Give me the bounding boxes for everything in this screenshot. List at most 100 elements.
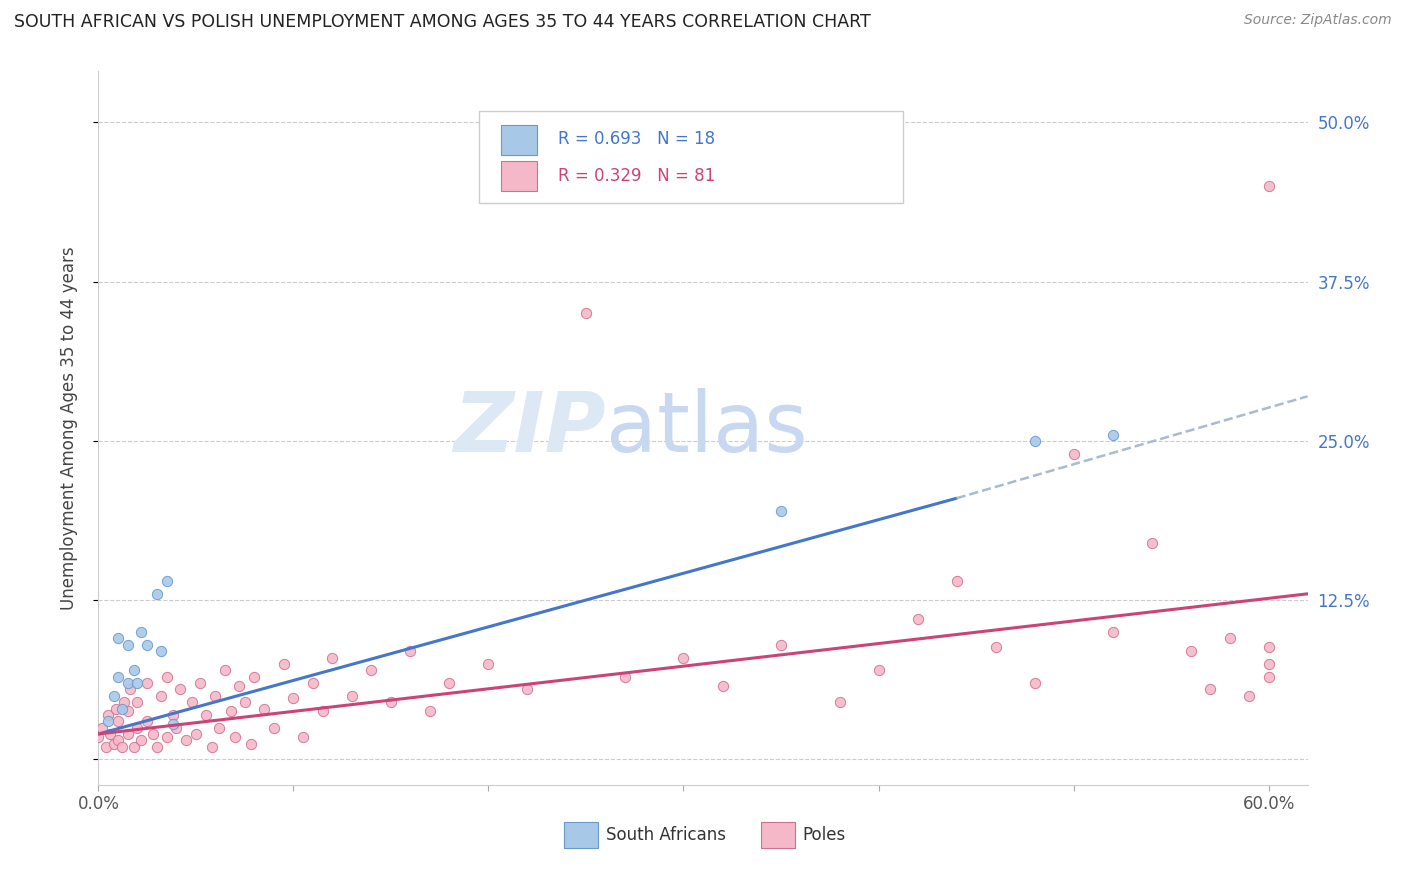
Point — [1063, 447, 1085, 461]
Point — [200, 739, 222, 754]
Point — [103, 689, 125, 703]
Point — [87, 730, 110, 744]
Point — [208, 721, 231, 735]
Point — [828, 695, 851, 709]
FancyBboxPatch shape — [501, 125, 537, 155]
Point — [181, 695, 204, 709]
Point — [98, 727, 121, 741]
Point — [769, 504, 792, 518]
Point — [312, 704, 335, 718]
FancyBboxPatch shape — [479, 111, 903, 203]
Point — [1257, 640, 1279, 655]
Point — [516, 682, 538, 697]
Point — [136, 676, 159, 690]
Point — [117, 704, 139, 718]
Y-axis label: Unemployment Among Ages 35 to 44 years: Unemployment Among Ages 35 to 44 years — [59, 246, 77, 610]
Point — [1180, 644, 1202, 658]
Point — [131, 625, 153, 640]
Point — [112, 695, 135, 709]
Point — [214, 663, 236, 677]
Point — [169, 682, 191, 697]
Point — [273, 657, 295, 671]
Point — [174, 733, 197, 747]
Point — [97, 714, 120, 729]
Point — [156, 730, 179, 744]
Point — [149, 689, 172, 703]
Point — [253, 701, 276, 715]
Point — [769, 638, 792, 652]
Point — [233, 695, 256, 709]
Point — [103, 737, 125, 751]
Text: South Africans: South Africans — [606, 826, 727, 844]
Point — [439, 676, 461, 690]
Point — [146, 587, 169, 601]
Point — [1257, 657, 1279, 671]
Point — [97, 707, 120, 722]
Point — [907, 612, 929, 626]
Point — [228, 679, 250, 693]
Point — [149, 644, 172, 658]
Point — [107, 714, 129, 729]
Point — [243, 670, 266, 684]
Point — [194, 707, 217, 722]
Point — [118, 682, 141, 697]
Point — [672, 650, 695, 665]
Point — [127, 676, 149, 690]
Point — [188, 676, 211, 690]
Point — [111, 701, 134, 715]
Point — [292, 730, 315, 744]
Point — [117, 638, 139, 652]
Point — [1101, 427, 1123, 442]
Point — [340, 689, 363, 703]
FancyBboxPatch shape — [564, 822, 598, 847]
Point — [1024, 434, 1046, 448]
Point — [111, 739, 134, 754]
Point — [204, 689, 226, 703]
Text: Poles: Poles — [803, 826, 845, 844]
Point — [477, 657, 499, 671]
Point — [1101, 625, 1123, 640]
Point — [142, 727, 165, 741]
Text: Source: ZipAtlas.com: Source: ZipAtlas.com — [1244, 13, 1392, 28]
Point — [117, 676, 139, 690]
Text: atlas: atlas — [606, 388, 808, 468]
Point — [165, 721, 187, 735]
Point — [399, 644, 422, 658]
Point — [1140, 536, 1163, 550]
Point — [868, 663, 890, 677]
Point — [360, 663, 382, 677]
Point — [122, 739, 145, 754]
Text: R = 0.329   N = 81: R = 0.329 N = 81 — [558, 168, 716, 186]
Point — [1237, 689, 1260, 703]
Point — [419, 704, 441, 718]
Point — [122, 663, 145, 677]
Point — [104, 701, 127, 715]
Point — [1024, 676, 1046, 690]
Text: SOUTH AFRICAN VS POLISH UNEMPLOYMENT AMONG AGES 35 TO 44 YEARS CORRELATION CHART: SOUTH AFRICAN VS POLISH UNEMPLOYMENT AMO… — [14, 13, 870, 31]
Text: ZIP: ZIP — [454, 388, 606, 468]
Point — [117, 727, 139, 741]
Point — [156, 574, 179, 588]
Point — [136, 714, 159, 729]
Point — [614, 670, 637, 684]
Point — [127, 721, 149, 735]
Point — [107, 670, 129, 684]
Point — [263, 721, 285, 735]
Point — [127, 695, 149, 709]
Point — [162, 707, 184, 722]
Point — [380, 695, 402, 709]
Point — [945, 574, 967, 588]
Point — [1257, 179, 1279, 194]
Point — [224, 730, 246, 744]
Point — [91, 721, 114, 735]
Point — [984, 640, 1007, 655]
FancyBboxPatch shape — [761, 822, 794, 847]
Point — [711, 679, 734, 693]
Point — [96, 739, 118, 754]
Point — [1199, 682, 1222, 697]
Point — [162, 716, 184, 731]
Point — [321, 650, 343, 665]
Point — [219, 704, 242, 718]
Point — [107, 632, 129, 646]
Point — [136, 638, 159, 652]
